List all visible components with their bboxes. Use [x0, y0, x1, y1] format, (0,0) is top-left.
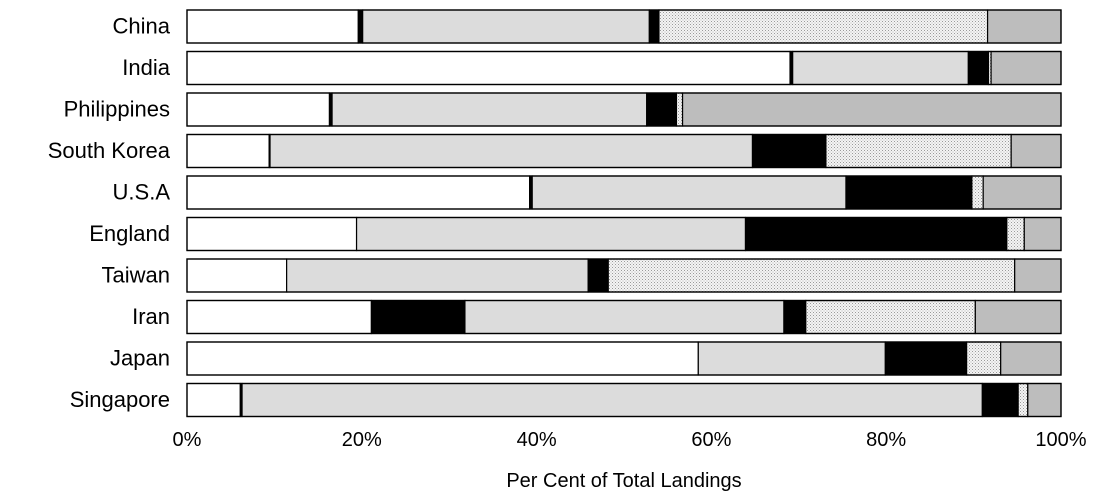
bar-segment-iran-6 — [974, 299, 1062, 335]
category-label-singapore: Singapore — [70, 387, 170, 412]
bar-segment-iran-4 — [783, 299, 807, 335]
bar-segment-india-3 — [792, 50, 969, 86]
bar-outline-india — [186, 50, 1062, 86]
x-axis-title: Per Cent of Total Landings — [506, 470, 741, 492]
category-label-china: China — [113, 14, 171, 39]
bar-segment-u-s-a-1 — [186, 175, 531, 210]
x-tick-label: 0% — [173, 429, 202, 451]
x-axis-tick-labels: 0% 20% 40% 60% 80% 100% — [173, 429, 1087, 451]
bar-segment-china-3 — [362, 9, 650, 44]
x-tick-label: 60% — [691, 429, 731, 451]
bar-segment-taiwan-3 — [286, 258, 589, 293]
bar-segment-singapore-1 — [186, 382, 241, 418]
category-label-u-s-a: U.S.A — [113, 180, 171, 205]
bar-segment-china-5 — [658, 9, 989, 44]
bar-segment-iran-2 — [370, 299, 466, 335]
bar-segment-singapore-6 — [1027, 382, 1062, 418]
bar-segment-u-s-a-3 — [531, 175, 847, 210]
y-axis-labels: China India Philippines South Korea U.S.A Eng… — [48, 14, 171, 413]
bar-segment-u-s-a-6 — [982, 175, 1062, 210]
bar-segment-singapore-5 — [1017, 382, 1029, 418]
category-label-japan: Japan — [110, 346, 170, 371]
bar-segment-philippines-3 — [331, 92, 648, 127]
bar-segment-china-4 — [648, 9, 660, 44]
bar-segment-india-1 — [186, 50, 791, 86]
category-label-taiwan: Taiwan — [102, 263, 170, 288]
bar-outline-england — [186, 216, 1062, 252]
bar-outline-china — [186, 9, 1062, 44]
bar-segment-england-4 — [744, 216, 1008, 252]
bar-segment-u-s-a-4 — [845, 175, 973, 210]
bar-segment-england-5 — [1006, 216, 1025, 252]
bar-segment-japan-1 — [186, 341, 699, 376]
bar-segment-philippines-4 — [646, 92, 678, 127]
bar-segment-south-korea-6 — [1010, 133, 1062, 169]
bar-segment-japan-5 — [966, 341, 1002, 376]
bar-outline-japan — [186, 341, 1062, 376]
bar-segment-china-1 — [186, 9, 359, 44]
bar-segment-iran-1 — [186, 299, 373, 335]
x-tick-label: 80% — [866, 429, 906, 451]
bar-outline-singapore — [186, 382, 1062, 418]
category-label-philippines: Philippines — [64, 97, 170, 122]
bar-segment-singapore-4 — [981, 382, 1019, 418]
bar-segment-china-2 — [357, 9, 364, 44]
bar-segment-philippines-6 — [681, 92, 1062, 127]
bar-outline-taiwan — [186, 258, 1062, 293]
bar-segment-china-6 — [986, 9, 1062, 44]
bar-segment-taiwan-5 — [607, 258, 1016, 293]
bar-segment-philippines-1 — [186, 92, 331, 127]
bar-segment-japan-4 — [884, 341, 968, 376]
bar-segment-u-s-a-5 — [971, 175, 984, 210]
category-label-england: England — [89, 221, 170, 246]
bar-segment-taiwan-6 — [1014, 258, 1062, 293]
bar-segment-india-4 — [967, 50, 990, 86]
x-tick-label: 40% — [517, 429, 557, 451]
category-label-south-korea: South Korea — [48, 138, 171, 163]
bar-segment-south-korea-3 — [269, 133, 754, 169]
bar-outline-philippines — [186, 92, 1062, 127]
bar-segment-taiwan-1 — [186, 258, 288, 293]
bar-segment-england-3 — [355, 216, 747, 252]
bar-segment-south-korea-4 — [751, 133, 827, 169]
bar-segment-england-6 — [1023, 216, 1062, 252]
bar-segment-iran-3 — [464, 299, 785, 335]
bar-segment-south-korea-5 — [825, 133, 1012, 169]
bar-segment-singapore-3 — [241, 382, 983, 418]
bar-outline-south-korea — [186, 133, 1062, 169]
plot-area — [186, 9, 1062, 418]
bar-segment-england-1 — [186, 216, 358, 252]
bar-segment-iran-5 — [805, 299, 976, 335]
bar-outline-iran — [186, 299, 1062, 335]
category-label-iran: Iran — [132, 304, 170, 329]
bar-segment-south-korea-1 — [186, 133, 270, 169]
bar-segment-japan-6 — [1000, 341, 1062, 376]
x-tick-label: 20% — [342, 429, 382, 451]
bar-segment-philippines-5 — [675, 92, 684, 127]
bar-segment-taiwan-4 — [587, 258, 609, 293]
bar-segment-india-6 — [990, 50, 1062, 86]
x-tick-label: 100% — [1035, 429, 1086, 451]
category-label-india: India — [122, 55, 170, 80]
bar-outline-u-s-a — [186, 175, 1062, 210]
bar-segment-japan-3 — [697, 341, 886, 376]
